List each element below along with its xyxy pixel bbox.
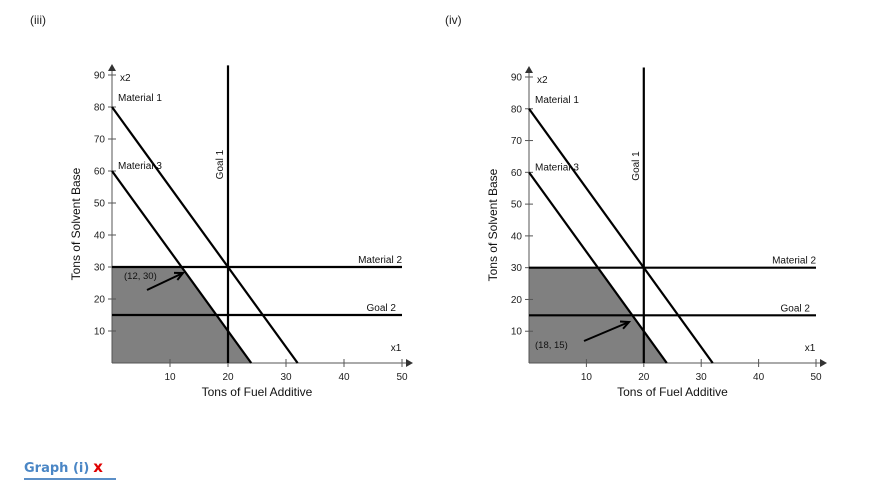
x-axis-variable: x1 bbox=[805, 343, 816, 354]
goal-1-label: Goal 1 bbox=[215, 149, 226, 179]
y-tick-label: 10 bbox=[511, 327, 523, 338]
y-tick-label: 80 bbox=[511, 104, 523, 115]
y-tick-label: 20 bbox=[94, 295, 106, 306]
x-tick-label: 10 bbox=[164, 372, 176, 383]
y-tick-label: 40 bbox=[94, 231, 106, 242]
y-tick-label: 80 bbox=[94, 103, 106, 114]
y-axis-title: Tons of Solvent Base bbox=[69, 167, 83, 280]
x-tick-label: 20 bbox=[222, 372, 234, 383]
panel-label-iii: (iii) bbox=[30, 13, 46, 27]
annotation-label: (12, 30) bbox=[124, 271, 157, 282]
y-tick-label: 20 bbox=[511, 295, 523, 306]
x-axis-title: Tons of Fuel Additive bbox=[202, 385, 313, 399]
y-tick-label: 60 bbox=[94, 167, 106, 178]
y-axis-variable: x2 bbox=[537, 75, 548, 86]
material-3-label: Material 3 bbox=[118, 161, 162, 172]
arrow-head-icon bbox=[173, 271, 186, 281]
annotation-arrow bbox=[583, 321, 630, 342]
y-tick-label: 10 bbox=[94, 327, 106, 338]
x-axis-variable: x1 bbox=[391, 343, 402, 354]
y-tick-label: 50 bbox=[511, 200, 523, 211]
incorrect-mark-icon: x bbox=[93, 458, 103, 476]
graph-link-text[interactable]: Graph (i) bbox=[24, 461, 90, 476]
y-axis-variable: x2 bbox=[120, 73, 131, 84]
x-tick-label: 40 bbox=[753, 372, 765, 383]
arrow-head-icon bbox=[619, 320, 632, 330]
x-tick-label: 50 bbox=[396, 372, 408, 383]
material-2-label: Material 2 bbox=[358, 255, 402, 266]
y-tick-label: 90 bbox=[511, 73, 523, 84]
x-tick-label: 10 bbox=[581, 372, 593, 383]
x-axis-arrow-icon bbox=[406, 359, 413, 367]
x-tick-label: 50 bbox=[810, 372, 822, 383]
x-tick-label: 40 bbox=[338, 372, 350, 383]
graph-link[interactable]: Graph (i) x bbox=[24, 458, 116, 480]
x-tick-label: 20 bbox=[638, 372, 650, 383]
x-axis-title: Tons of Fuel Additive bbox=[617, 385, 728, 399]
goal-2-label: Goal 2 bbox=[367, 303, 397, 314]
x-tick-label: 30 bbox=[696, 372, 708, 383]
material-1-line bbox=[111, 106, 299, 364]
material-1-line bbox=[528, 108, 714, 364]
goal-2-label: Goal 2 bbox=[781, 303, 811, 314]
y-axis-arrow-icon bbox=[108, 64, 116, 71]
y-axis-arrow-icon bbox=[525, 66, 533, 73]
y-tick-label: 70 bbox=[94, 135, 106, 146]
y-tick-label: 50 bbox=[94, 199, 106, 210]
y-tick-label: 30 bbox=[511, 263, 523, 274]
y-tick-label: 30 bbox=[94, 263, 106, 274]
x-axis-arrow-icon bbox=[820, 359, 827, 367]
y-tick-label: 90 bbox=[94, 71, 106, 82]
goal-1-label: Goal 1 bbox=[631, 151, 642, 181]
x-tick-label: 30 bbox=[280, 372, 292, 383]
y-axis-title: Tons of Solvent Base bbox=[486, 168, 500, 281]
y-tick-label: 40 bbox=[511, 231, 523, 242]
material-2-label: Material 2 bbox=[772, 256, 816, 267]
material-1-label: Material 1 bbox=[118, 93, 162, 104]
annotation-label: (18, 15) bbox=[535, 340, 568, 351]
panel-label-iv: (iv) bbox=[445, 13, 462, 27]
y-tick-label: 70 bbox=[511, 136, 523, 147]
y-tick-label: 60 bbox=[511, 168, 523, 179]
material-1-label: Material 1 bbox=[535, 95, 579, 106]
annotation-arrow bbox=[146, 272, 184, 291]
material-3-label: Material 3 bbox=[535, 162, 579, 173]
